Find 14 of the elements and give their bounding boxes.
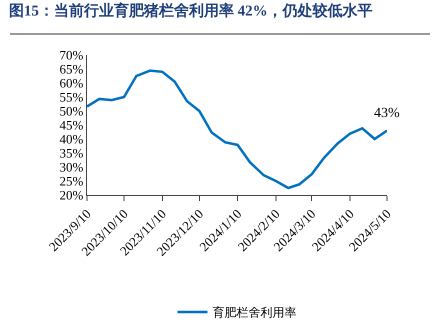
annotation: 43% xyxy=(374,106,400,121)
y-tick-label: 55% xyxy=(60,90,84,105)
y-tick-label: 35% xyxy=(60,146,84,161)
legend-label: 育肥栏舍利用率 xyxy=(212,306,296,320)
y-tick-label: 45% xyxy=(60,118,84,133)
y-tick-label: 70% xyxy=(60,48,84,63)
y-tick-label: 25% xyxy=(60,174,84,189)
y-tick-label: 40% xyxy=(60,132,84,147)
y-tick-label: 20% xyxy=(60,188,84,203)
y-tick-label: 30% xyxy=(60,160,84,175)
y-tick-label: 65% xyxy=(60,62,84,77)
y-tick-label: 50% xyxy=(60,104,84,119)
y-tick-label: 60% xyxy=(60,76,84,91)
chart-title: 图15：当前行业育肥猪栏舍利用率 42%，仍处较低水平 xyxy=(8,2,373,20)
